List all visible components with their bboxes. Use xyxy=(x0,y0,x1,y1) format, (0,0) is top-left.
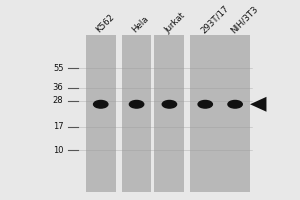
Text: K562: K562 xyxy=(94,13,116,35)
Bar xyxy=(86,35,116,192)
Text: 28: 28 xyxy=(53,96,63,105)
Text: Hela: Hela xyxy=(130,14,150,35)
Bar xyxy=(190,35,220,192)
Ellipse shape xyxy=(162,100,177,108)
Polygon shape xyxy=(250,97,266,112)
Text: 36: 36 xyxy=(53,83,63,92)
Text: NIH/3T3: NIH/3T3 xyxy=(229,4,260,35)
Ellipse shape xyxy=(94,100,108,108)
Ellipse shape xyxy=(228,100,242,108)
Text: Jurkat: Jurkat xyxy=(163,11,187,35)
Text: 293T/17: 293T/17 xyxy=(199,3,230,35)
Bar xyxy=(122,35,152,192)
Text: 10: 10 xyxy=(53,146,63,155)
Bar xyxy=(220,35,250,192)
Text: 17: 17 xyxy=(53,122,63,131)
Ellipse shape xyxy=(198,100,212,108)
Bar xyxy=(154,35,184,192)
Text: 55: 55 xyxy=(53,64,63,73)
Ellipse shape xyxy=(129,100,144,108)
